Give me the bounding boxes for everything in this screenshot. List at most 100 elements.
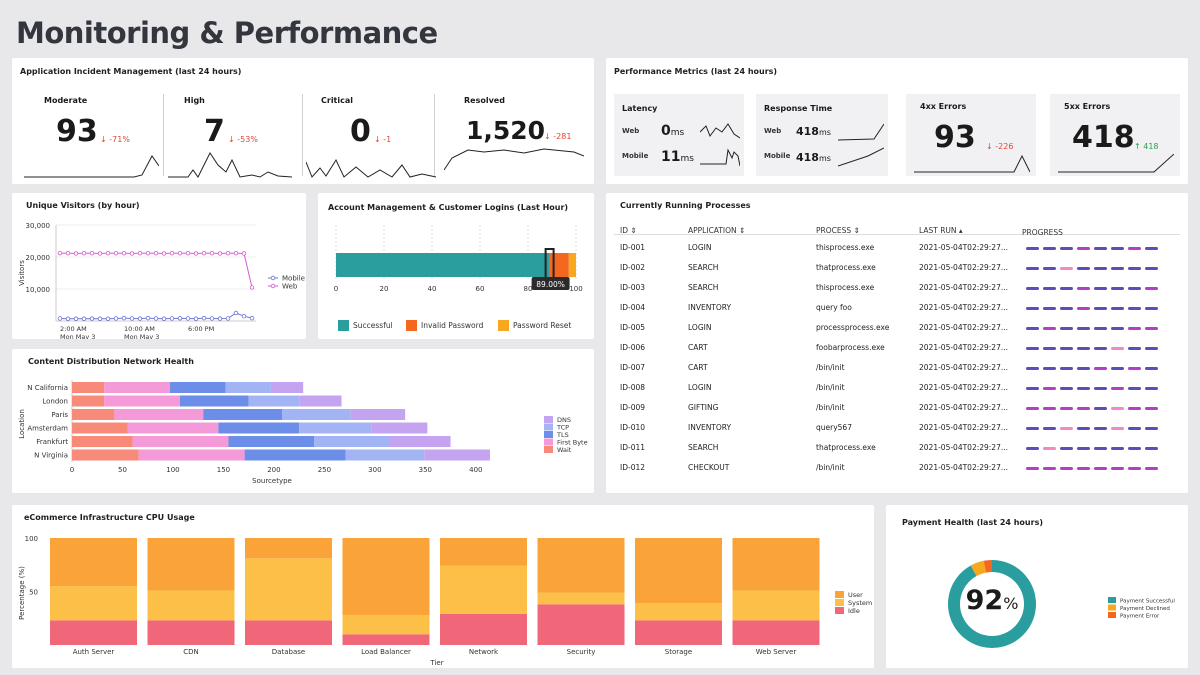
bar-segment-idle	[147, 620, 235, 645]
progress-segment	[1145, 287, 1158, 290]
progress-segment	[1094, 387, 1107, 390]
row-progress-bar	[1026, 447, 1158, 450]
payment-center-value: 92%	[952, 585, 1032, 616]
y-axis-label: Location	[18, 409, 26, 439]
progress-segment	[1077, 367, 1090, 370]
row-application: LOGIN	[688, 383, 712, 392]
page-title: Monitoring & Performance	[16, 16, 438, 50]
bar-segment-wait	[72, 422, 128, 434]
bar-segment-tcp	[281, 409, 351, 420]
row-last-run: 2021-05-04T02:29:27...	[919, 463, 1009, 472]
data-point	[249, 285, 255, 290]
row-application: CHECKOUT	[688, 463, 730, 472]
progress-segment	[1060, 327, 1073, 330]
progress-segment	[1094, 327, 1107, 330]
data-point	[233, 250, 239, 256]
row-process: thatprocess.exe	[816, 443, 876, 452]
response-mobile-unit: ms	[818, 154, 831, 163]
processes-panel: Currently Running Processes ID ⇕ APPLICA…	[606, 193, 1188, 493]
x-tick-label: 150	[217, 466, 230, 474]
bar-segment-password-reset	[568, 253, 576, 277]
column-header-id[interactable]: ID ⇕	[620, 226, 637, 235]
data-point	[65, 316, 71, 321]
kpi-critical-value: 0	[350, 114, 371, 149]
progress-segment	[1060, 307, 1073, 310]
kpi-resolved-value: 1,520	[466, 116, 546, 145]
data-point	[161, 251, 167, 256]
legend-label: Mobile	[282, 275, 305, 283]
row-id: ID-005	[620, 323, 646, 332]
data-point	[97, 251, 103, 256]
x-tick-label: 350	[419, 466, 432, 474]
column-header-last-run[interactable]: LAST RUN ▴	[919, 226, 963, 235]
progress-segment	[1111, 347, 1124, 350]
latency-mobile-value: 11ms	[661, 149, 694, 165]
payment-title: Payment Health (last 24 hours)	[902, 518, 1043, 527]
legend-label: DNS	[557, 416, 571, 424]
legend-swatch	[406, 320, 417, 331]
kpi-high-delta: ↓ -53%	[228, 135, 258, 144]
legend-swatch	[498, 320, 509, 331]
data-point	[233, 310, 239, 316]
tooltip-box	[531, 277, 570, 290]
progress-segment	[1145, 427, 1158, 430]
bar-segment-idle	[245, 620, 332, 645]
bar-segment-first-byte	[104, 395, 181, 407]
data-point	[57, 316, 63, 321]
progress-segment	[1077, 387, 1090, 390]
donut-slice-payment-declined	[970, 560, 987, 577]
x-tick-label: 60	[476, 285, 485, 293]
data-point	[209, 250, 215, 256]
bar-segment-system	[342, 615, 430, 635]
row-process: query foo	[816, 303, 852, 312]
donut-slice-payment-error	[983, 560, 993, 573]
x-tick-label: 10:00 AM	[124, 325, 155, 333]
row-last-run: 2021-05-04T02:29:27...	[919, 283, 1009, 292]
response-label: Response Time	[764, 104, 833, 113]
legend-swatch	[544, 423, 553, 431]
4xx-errors-delta: ↓ -226	[986, 142, 1014, 151]
payment-center-number: 92	[965, 585, 1004, 616]
incident-panel: Application Incident Management (last 24…	[12, 58, 594, 184]
kpi-resolved-delta: ↓ -281	[544, 132, 572, 141]
payment-center-unit: %	[1003, 594, 1019, 613]
progress-segment	[1128, 247, 1141, 250]
progress-segment	[1145, 307, 1158, 310]
response-web-value: 418ms	[796, 125, 831, 138]
x-tick-label: 20	[380, 285, 389, 293]
row-last-run: 2021-05-04T02:29:27...	[919, 323, 1009, 332]
logins-title: Account Management & Customer Logins (La…	[328, 203, 569, 212]
progress-segment	[1145, 327, 1158, 330]
progress-segment	[1145, 467, 1158, 470]
bar-segment-tls	[180, 395, 249, 407]
progress-segment	[1145, 367, 1158, 370]
progress-segment	[1128, 347, 1141, 350]
column-header-application[interactable]: APPLICATION ⇕	[688, 226, 746, 235]
bar-segment-system	[245, 558, 332, 621]
progress-segment	[1077, 327, 1090, 330]
bar-segment-user	[635, 538, 722, 604]
data-point	[153, 250, 159, 256]
row-progress-bar	[1026, 307, 1158, 310]
progress-segment	[1043, 447, 1056, 450]
bar-segment-system	[537, 592, 625, 605]
progress-segment	[1111, 247, 1124, 250]
x-tick-label: 80	[524, 285, 533, 293]
legend-marker	[270, 275, 276, 281]
kpi-critical-sparkline	[306, 158, 437, 178]
bar-segment-tcp	[299, 422, 372, 434]
x-tick-label: Mon May 3	[124, 333, 159, 339]
row-progress-bar	[1026, 387, 1158, 390]
bar-segment-invalid-password	[549, 253, 569, 277]
column-header-process[interactable]: PROCESS ⇕	[816, 226, 860, 235]
progress-segment	[1043, 367, 1056, 370]
progress-segment	[1111, 467, 1124, 470]
row-process: processprocess.exe	[816, 323, 890, 332]
progress-segment	[1043, 467, 1056, 470]
row-last-run: 2021-05-04T02:29:27...	[919, 343, 1009, 352]
latency-card: Latency Web 0ms Mobile 11ms	[614, 94, 744, 176]
cpu-panel: eCommerce Infrastructure CPU Usage 100 50…	[12, 505, 874, 668]
row-application: INVENTORY	[688, 423, 732, 432]
kpi-moderate-sparkline	[24, 155, 159, 178]
